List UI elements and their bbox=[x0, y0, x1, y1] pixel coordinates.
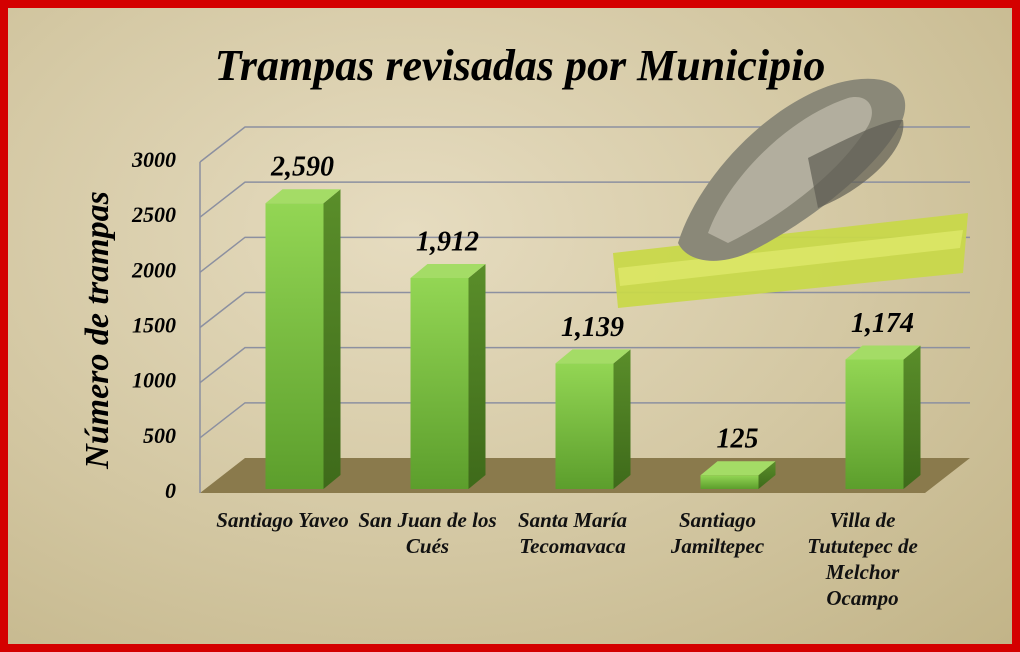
bar bbox=[410, 264, 486, 489]
chart-title: Trampas revisadas por Municipio bbox=[215, 41, 826, 90]
value-label: 125 bbox=[717, 424, 759, 455]
y-tick-label: 500 bbox=[143, 423, 176, 448]
value-label: 1,139 bbox=[561, 312, 624, 343]
bar bbox=[265, 189, 341, 489]
bar-side bbox=[468, 264, 486, 489]
x-tick-label: San Juan de los Cués bbox=[358, 508, 497, 558]
bar-side bbox=[613, 349, 631, 489]
y-tick-label: 1500 bbox=[132, 313, 176, 338]
bar-top bbox=[410, 264, 486, 279]
bar-top bbox=[700, 461, 776, 476]
grid-line bbox=[199, 346, 970, 384]
bar-side bbox=[323, 189, 341, 489]
bar-side bbox=[758, 461, 776, 489]
y-tick-label: 1000 bbox=[132, 368, 176, 393]
y-tick-label: 2000 bbox=[131, 257, 176, 282]
grid-line bbox=[199, 126, 970, 163]
x-tick-label: Santiago Yaveo bbox=[216, 508, 349, 532]
y-axis-title: Número de trampas bbox=[79, 191, 116, 470]
x-tick-label: Villa de Tututepec de Melchor Ocampo bbox=[807, 508, 918, 610]
y-tick-label: 3000 bbox=[131, 147, 176, 172]
y-tick-label: 2500 bbox=[131, 202, 176, 227]
bar-top bbox=[265, 189, 341, 204]
bar bbox=[555, 349, 631, 489]
bar bbox=[700, 461, 776, 489]
x-tick-label: Santa María Tecomavaca bbox=[517, 508, 628, 558]
chart: Trampas revisadas por Municipio Número d… bbox=[79, 41, 970, 503]
moth-illustration bbox=[613, 78, 968, 308]
bar-top bbox=[845, 345, 921, 360]
bar-front bbox=[555, 363, 614, 489]
value-label: 1,174 bbox=[851, 308, 914, 339]
y-tick-label: 0 bbox=[165, 478, 176, 503]
bar-side bbox=[903, 345, 921, 489]
bar-front bbox=[410, 278, 469, 489]
bar-front bbox=[265, 203, 324, 489]
x-tick-label: Santiago Jamiltepec bbox=[670, 508, 765, 558]
bar-front bbox=[845, 359, 904, 489]
bar-top bbox=[555, 349, 631, 364]
bar bbox=[845, 345, 921, 489]
value-label: 1,912 bbox=[416, 226, 479, 257]
grid-line bbox=[199, 402, 970, 439]
bar-front bbox=[700, 475, 759, 489]
value-label: 2,590 bbox=[270, 152, 334, 183]
